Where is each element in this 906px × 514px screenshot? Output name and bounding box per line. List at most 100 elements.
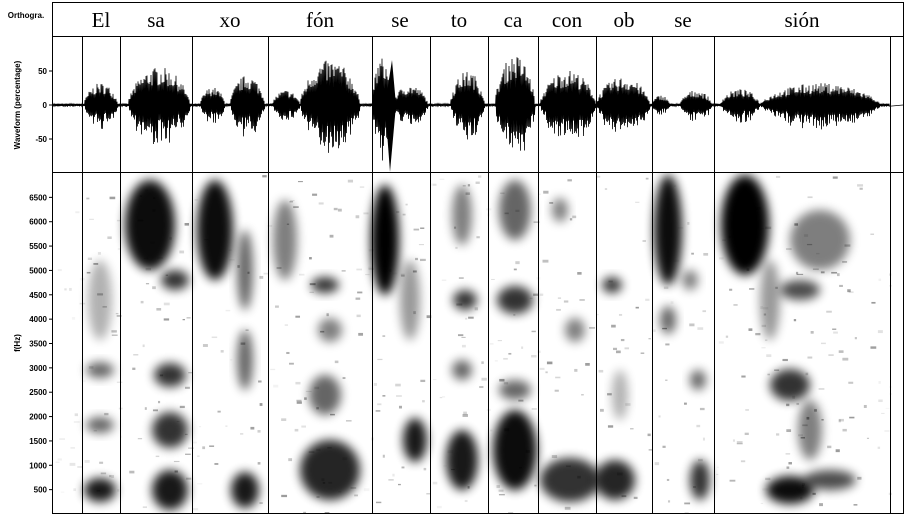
spectral-noise [225, 425, 228, 427]
spectral-noise [853, 504, 858, 506]
spectral-noise [420, 258, 426, 262]
spectral-noise [308, 451, 315, 453]
spectral-noise [665, 343, 670, 346]
spectral-noise [397, 483, 401, 486]
spectral-noise [556, 308, 561, 311]
y-tick-label: 2000 [29, 413, 47, 422]
spectral-noise [635, 306, 639, 309]
y-tick-label: 2500 [29, 388, 47, 397]
spectral-energy [660, 306, 676, 334]
spectral-noise [607, 393, 612, 396]
spectral-noise [806, 416, 810, 420]
spectral-noise [281, 494, 288, 498]
y-tick-label: 3500 [29, 340, 47, 349]
y-tick-label: 5500 [29, 242, 47, 251]
spectral-noise [432, 481, 438, 485]
spectral-noise [176, 420, 180, 423]
spectral-noise [863, 404, 867, 408]
spectral-noise [436, 505, 442, 509]
spectral-noise [184, 433, 188, 435]
spectral-noise [433, 379, 437, 381]
spectral-noise [140, 300, 144, 304]
spectral-energy [86, 362, 114, 378]
spectral-noise [859, 187, 863, 190]
spectral-noise [833, 331, 838, 334]
spectral-energy [760, 260, 780, 340]
spectral-noise [765, 226, 772, 230]
spectral-noise [839, 284, 843, 287]
spectral-noise [396, 211, 400, 213]
spectral-noise [760, 502, 764, 504]
spectral-noise [355, 297, 361, 300]
spectral-energy [654, 175, 682, 285]
spectral-energy [721, 175, 769, 275]
spectral-noise [684, 502, 691, 505]
spectral-noise [447, 450, 454, 454]
spectral-noise [395, 383, 401, 387]
spectral-noise [281, 418, 287, 421]
spectral-energy [452, 185, 472, 245]
spectral-noise [749, 288, 755, 290]
y-tick-label: 4000 [29, 315, 47, 324]
spectral-noise [188, 447, 194, 449]
spectral-noise [157, 400, 161, 404]
spectral-noise [763, 313, 767, 316]
spectral-noise [363, 212, 369, 215]
spectral-noise [596, 313, 599, 316]
spectral-noise [350, 487, 357, 489]
spectral-noise [557, 297, 562, 299]
spectral-noise [145, 267, 152, 271]
spectral-noise [782, 358, 788, 362]
spectral-noise [377, 403, 382, 406]
spectral-noise [521, 346, 524, 349]
spectral-noise [456, 303, 463, 306]
spectral-noise [156, 308, 162, 311]
spectral-noise [465, 192, 470, 195]
spectral-noise [116, 315, 122, 317]
spectral-noise [375, 410, 381, 412]
spectral-energy [400, 260, 420, 340]
spectral-noise [788, 462, 792, 465]
spectral-noise [490, 429, 493, 432]
spectral-noise [61, 492, 65, 493]
spectral-noise [194, 198, 198, 201]
spectral-noise [401, 466, 405, 469]
spectral-noise [309, 291, 314, 293]
spectral-noise [111, 330, 117, 333]
spectral-noise [314, 386, 320, 390]
spectral-noise [337, 208, 342, 212]
spectral-noise [572, 215, 577, 219]
spectral-noise [262, 175, 267, 178]
spectral-energy [300, 440, 360, 500]
spectral-noise [786, 429, 792, 433]
spectral-noise [878, 381, 881, 384]
spectral-noise [197, 483, 203, 485]
spectral-noise [96, 490, 101, 492]
spectral-energy [197, 180, 233, 280]
spectral-noise [677, 227, 684, 229]
spectral-noise [102, 306, 107, 308]
spectral-noise [504, 428, 510, 432]
spectral-noise [717, 467, 719, 468]
spectral-noise [577, 272, 582, 275]
spectral-noise [673, 259, 680, 263]
spectral-noise [342, 377, 346, 379]
spectral-noise [133, 354, 139, 356]
spectral-noise [230, 359, 232, 361]
spectral-noise [392, 473, 395, 477]
spectral-noise [152, 209, 156, 212]
spectral-noise [801, 483, 805, 486]
spectral-noise [616, 472, 623, 476]
spectral-noise [696, 424, 701, 428]
spectral-noise [481, 377, 487, 381]
spectral-noise [64, 288, 67, 291]
spectral-noise [800, 436, 805, 439]
spectral-noise [259, 502, 263, 505]
spectral-noise [804, 234, 809, 237]
y-tick-label: 4500 [29, 291, 47, 300]
y-tick-label: 5000 [29, 266, 47, 275]
spectral-noise [832, 328, 837, 330]
waveform-spike [385, 60, 396, 172]
y-tick-label: 6500 [29, 193, 47, 202]
spectral-noise [513, 314, 516, 316]
